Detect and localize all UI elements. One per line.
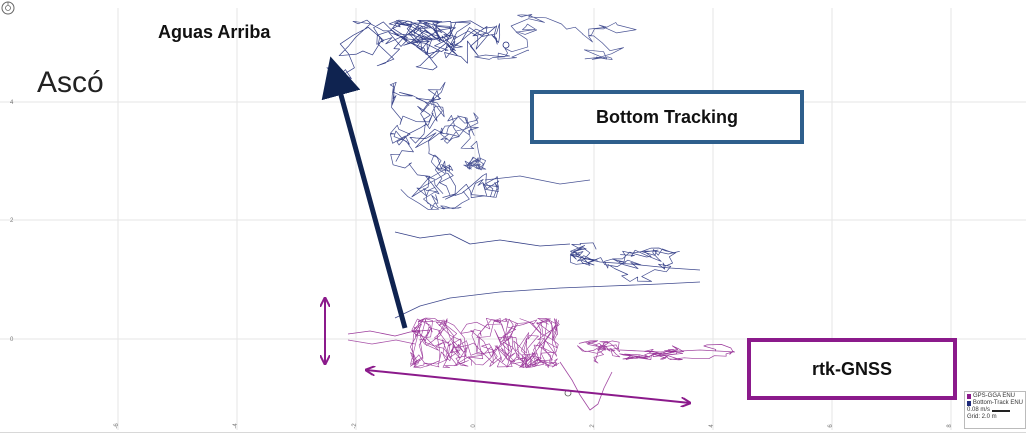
x-tick-label: -6 — [114, 423, 120, 429]
upstream-label: Aguas Arriba — [158, 22, 271, 42]
x-tick-labels: -6 -4 -2 0 2 4 6 8 — [114, 423, 953, 429]
x-tick-label: -2 — [352, 423, 358, 429]
bottom-tracking-track — [439, 112, 487, 171]
bottom-tracking-track — [569, 242, 680, 282]
bottom-bar — [0, 432, 1026, 446]
arrows — [321, 56, 690, 403]
bottom-tracking-track — [389, 81, 500, 200]
grid-size: Grid: 2.0 m — [967, 414, 1023, 421]
upstream-arrow — [321, 56, 408, 329]
rtk-track — [409, 317, 560, 369]
bottom-tracking-label: Bottom Tracking — [595, 106, 738, 127]
legend-item-gps: GPS-GGA ENU — [967, 393, 1023, 400]
bottom-track-swatch-icon — [967, 401, 971, 406]
rtk-track — [577, 340, 621, 364]
x-tick-label: 8 — [947, 424, 953, 428]
bottom-tracking-track — [326, 19, 501, 96]
horizontal-span-arrow — [366, 370, 690, 403]
y-tick-label: 0 — [10, 337, 14, 343]
x-tick-label: 0 — [471, 424, 477, 428]
rtk-track — [559, 361, 613, 411]
x-tick-label: 2 — [590, 424, 596, 428]
velocity-scale-label: 0.08 m/s — [967, 407, 991, 413]
y-tick-labels: 4 2 0 — [10, 100, 14, 343]
x-tick-label: -4 — [233, 423, 239, 429]
scale-bar — [992, 409, 1011, 412]
compass-icon[interactable] — [1, 1, 15, 15]
rtk-track — [619, 349, 736, 353]
gps-swatch-icon — [967, 394, 971, 399]
page-title: Ascó — [37, 66, 104, 99]
velocity-scale: 0.08 m/s — [967, 407, 1023, 414]
bottom-tracking-box: Bottom Tracking — [530, 90, 804, 144]
y-tick-label: 4 — [10, 100, 14, 106]
bottom-tracking-track — [484, 175, 591, 185]
bottom-tracking-track — [400, 154, 470, 210]
start-marker-icon — [502, 41, 510, 49]
bottom-tracking-track — [474, 14, 637, 61]
rtk-track — [347, 339, 416, 345]
legend-item-label: Bottom-Track ENU — [972, 400, 1023, 406]
legend-item-bottom-track: Bottom-Track ENU — [967, 400, 1023, 407]
tracks — [326, 14, 736, 411]
y-tick-label: 2 — [10, 218, 14, 224]
legend-item-label: GPS-GGA ENU — [973, 393, 1016, 399]
x-tick-label: 4 — [709, 424, 715, 428]
x-tick-label: 6 — [828, 424, 834, 428]
bottom-tracking-track — [394, 231, 571, 247]
rtk-track — [619, 344, 735, 361]
bottom-tracking-track — [394, 281, 701, 319]
bottom-tracking-track — [569, 254, 701, 271]
legend: GPS-GGA ENU Bottom-Track ENU 0.08 m/s Gr… — [964, 391, 1026, 429]
rtk-gnss-label: rtk-GNSS — [811, 358, 892, 379]
rtk-track — [347, 329, 431, 337]
grid-size-label: Grid: 2.0 m — [967, 414, 997, 420]
rtk-gnss-box: rtk-GNSS — [747, 338, 957, 400]
